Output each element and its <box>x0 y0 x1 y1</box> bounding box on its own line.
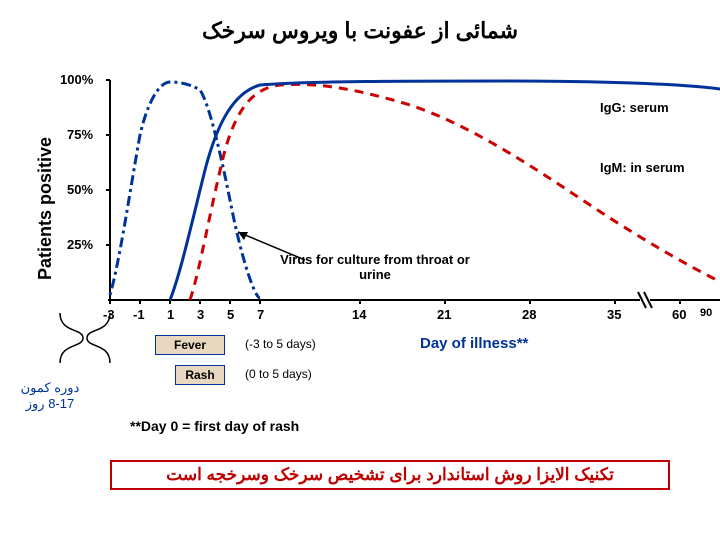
xtick-60: 60 <box>672 307 686 322</box>
axis-break-icon <box>638 292 652 308</box>
series-virus <box>110 82 260 298</box>
x-axis-label: Day of illness** <box>420 335 528 352</box>
xtick-3: 3 <box>197 307 204 322</box>
incubation-label: دوره کمون 8-17 روز <box>5 380 95 412</box>
xtick-5: 5 <box>227 307 234 322</box>
bottom-caption: تکنیک الایزا روش استاندارد برای تشخیص سر… <box>110 460 670 490</box>
label-igg: IgG: serum <box>600 100 669 115</box>
ytick-100: 100% <box>60 72 93 87</box>
xtick-35: 35 <box>607 307 621 322</box>
legend-fever: Fever <box>155 335 225 355</box>
label-igm: IgM: in serum <box>600 160 685 175</box>
xtick-14: 14 <box>352 307 366 322</box>
label-virus: Virus for culture from throat or urine <box>270 252 480 282</box>
brace-icon <box>55 310 115 365</box>
xtick-21: 21 <box>437 307 451 322</box>
xtick-1: 1 <box>167 307 174 322</box>
legend-rash-note: (0 to 5 days) <box>245 367 312 381</box>
footnote: **Day 0 = first day of rash <box>130 418 299 434</box>
ytick-50: 50% <box>67 182 93 197</box>
xtick-90: 90 <box>700 307 712 319</box>
y-axis-label: Patients positive <box>35 137 56 280</box>
xtick-28: 28 <box>522 307 536 322</box>
incubation-line2: 8-17 روز <box>5 396 95 412</box>
ytick-25: 25% <box>67 237 93 252</box>
ytick-75: 75% <box>67 127 93 142</box>
incubation-line1: دوره کمون <box>5 380 95 396</box>
legend-rash: Rash <box>175 365 225 385</box>
xtick-7: 7 <box>257 307 264 322</box>
page-title: شمائی از عفونت با ویروس سرخک <box>0 18 720 44</box>
xtick--1: -1 <box>133 307 145 322</box>
legend-fever-note: (-3 to 5 days) <box>245 337 316 351</box>
